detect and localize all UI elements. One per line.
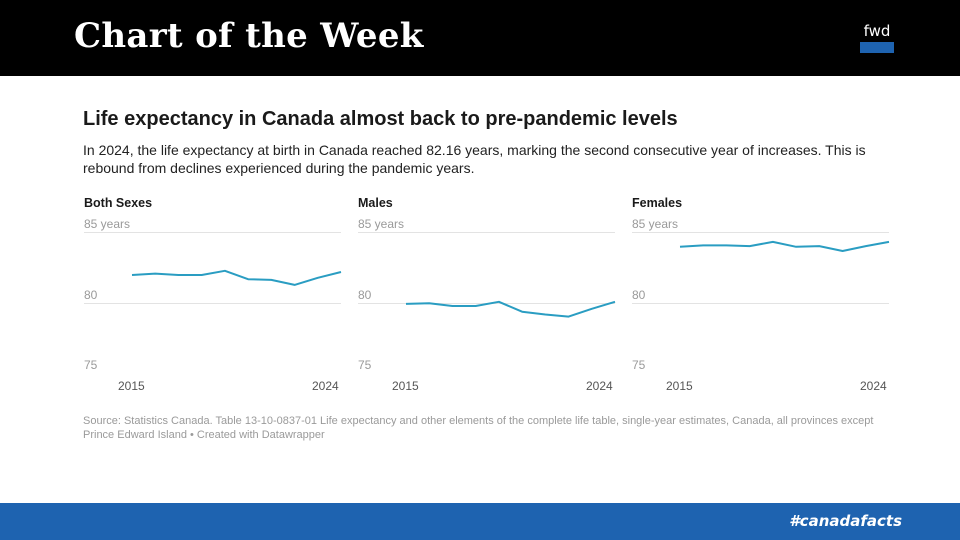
fwd-logo: fwd (860, 22, 894, 54)
series-line-females (679, 240, 890, 252)
y-tick-label: 80 (632, 287, 646, 302)
y-tick-label: 85 years (84, 217, 131, 231)
y-tick-label: 75 (632, 358, 646, 372)
gridline (84, 302, 341, 304)
panel-title-both-sexes: Both Sexes (84, 196, 153, 210)
logo-text: fwd (863, 22, 891, 40)
gridline (632, 232, 889, 233)
y-tick-label: 75 (84, 358, 98, 372)
y-tick-label: 85 years (358, 217, 405, 231)
y-tick-label: 80 (358, 287, 372, 302)
gridline (358, 302, 615, 304)
x-tick-label: 2015 (118, 379, 145, 393)
y-tick-label: 75 (358, 358, 372, 372)
hashtag: #canadafacts (789, 512, 902, 530)
x-tick-label: 2024 (586, 379, 613, 393)
x-tick-label: 2024 (312, 379, 339, 393)
gridline (632, 302, 889, 304)
series-line-males (405, 300, 616, 318)
x-tick-label: 2015 (666, 379, 693, 393)
gridline (84, 232, 341, 233)
y-tick-label: 85 years (632, 217, 679, 231)
gridline (358, 232, 615, 233)
source-note: Source: Statistics Canada. Table 13-10-0… (83, 415, 874, 441)
logo-underline-bar (860, 42, 894, 53)
series-line-both-sexes (131, 269, 342, 286)
page-title: Chart of the Week (74, 16, 424, 56)
x-tick-label: 2015 (392, 379, 419, 393)
chart-subtitle: In 2024, the life expectancy at birth in… (83, 142, 866, 176)
y-tick-label: 80 (84, 287, 98, 302)
chart-title: Life expectancy in Canada almost back to… (83, 108, 678, 130)
footer-bar: #canadafacts (0, 503, 960, 540)
panel-title-males: Males (358, 196, 393, 210)
panel-title-females: Females (632, 196, 683, 210)
header-bar: Chart of the Week fwd (0, 0, 960, 76)
x-tick-label: 2024 (860, 379, 887, 393)
